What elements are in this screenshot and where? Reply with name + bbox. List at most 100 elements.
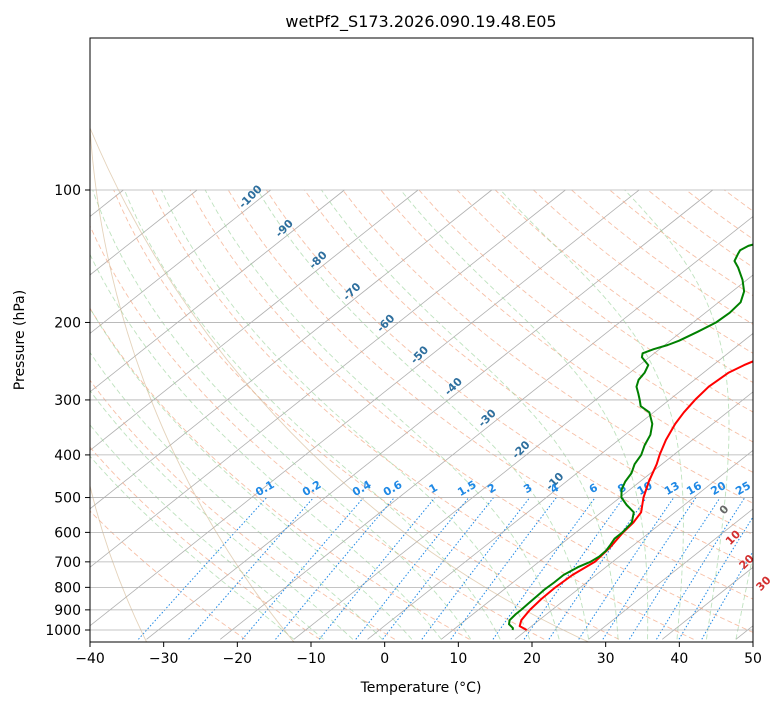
moist-adiabat-line — [161, 189, 531, 640]
mixing-ratio-line — [138, 497, 268, 640]
dry-adiabat-line — [90, 225, 545, 640]
x-tick-label: −20 — [223, 651, 253, 667]
y-tick-label: 400 — [54, 448, 81, 464]
y-tick-label: 700 — [54, 555, 81, 571]
dry-adiabat-label: -30 — [476, 406, 499, 429]
dry-adiabat-line — [90, 446, 321, 640]
y-tick-label: 600 — [54, 525, 81, 541]
dry-adiabat-label: -40 — [442, 375, 465, 398]
mixing-ratio-line — [602, 497, 697, 640]
isotherm-line — [90, 189, 566, 568]
dry-adiabat-line — [685, 189, 753, 240]
isotherm-line — [146, 189, 713, 640]
moist-adiabat-line — [90, 351, 383, 640]
isotherm-line — [735, 625, 753, 640]
equivalent-temperature-label: 30 — [754, 573, 774, 593]
dry-adiabat-line — [90, 307, 470, 640]
x-tick-label: 20 — [523, 651, 541, 667]
moist-adiabat-line — [124, 189, 501, 640]
x-tick-label: −30 — [149, 651, 179, 667]
dry-adiabat-line — [456, 189, 753, 413]
dry-adiabat-line — [342, 189, 753, 504]
mixing-ratio-label: 3 — [521, 481, 534, 496]
dry-adiabat-line — [494, 189, 753, 383]
dry-adiabat-line — [113, 189, 620, 640]
moist-adiabat-line — [204, 189, 560, 640]
sounding-profile-line — [518, 360, 753, 631]
x-tick-label: 30 — [597, 651, 615, 667]
moist-adiabat-line — [90, 389, 354, 640]
dry-adiabat-line — [304, 189, 753, 536]
isotherm-line — [588, 508, 753, 640]
mixing-ratio-line — [678, 516, 753, 640]
sounding-profiles — [508, 243, 753, 631]
moist-adiabat-line — [321, 189, 619, 640]
moist-adiabat-line — [765, 190, 775, 639]
y-tick-label: 1000 — [45, 623, 81, 639]
mixing-ratio-line — [656, 497, 746, 640]
mixing-ratio-label: 2 — [485, 481, 498, 496]
y-tick-label: 900 — [54, 603, 81, 619]
mixing-ratio-line — [421, 497, 531, 640]
mixing-ratio-line — [355, 497, 470, 640]
dry-adiabat-label: -60 — [374, 311, 397, 334]
y-axis-label: Pressure (hPa) — [12, 290, 28, 390]
dry-adiabat-line — [418, 189, 753, 443]
moist-adiabat-line — [90, 307, 413, 640]
isotherm-line — [90, 189, 124, 217]
equivalent-temperature-label: 40 — [773, 593, 775, 613]
moist-adiabat-line — [735, 553, 753, 640]
y-tick-label: 200 — [54, 315, 81, 331]
reference-line-labels: -100-90-80-70-60-50-40-30-20-100.1 0.2 0.4… — [236, 182, 775, 613]
mixing-ratio-label: 16 — [684, 479, 704, 498]
isotherm-line — [0, 190, 50, 639]
mixing-ratio-line — [382, 497, 494, 640]
dry-adiabat-line — [189, 189, 753, 633]
reference-curve — [90, 127, 295, 642]
sounding-profile-line — [508, 243, 753, 631]
moist-adiabat-line — [624, 189, 730, 640]
mixing-ratio-line — [188, 497, 314, 640]
mixing-ratio-label: 13 — [662, 479, 682, 498]
isotherm-line — [90, 189, 345, 393]
isotherm-line — [367, 332, 753, 640]
dry-adiabat-line — [380, 189, 753, 473]
mixing-ratio-line — [492, 497, 596, 640]
dry-adiabat-label: -50 — [408, 343, 431, 366]
dry-adiabat-line — [609, 189, 753, 297]
moist-adiabat-line — [257, 189, 590, 640]
chart-title: wetPf2_S173.2026.090.19.48.E05 — [285, 12, 556, 32]
x-tick-label: −10 — [296, 651, 326, 667]
equivalent-temperature-label: 20 — [737, 552, 757, 572]
pressure-grid — [90, 189, 753, 631]
moist-adiabat-line — [90, 424, 324, 640]
isotherm-line — [90, 189, 492, 510]
dry-adiabat-label: -80 — [306, 248, 329, 271]
dry-adiabat-line — [647, 189, 753, 268]
plot-frame — [89, 37, 754, 643]
x-tick-label: 0 — [380, 651, 389, 667]
isotherm-line — [514, 449, 753, 640]
background-reference-lines — [0, 127, 775, 642]
dry-adiabat-line — [90, 379, 396, 640]
dry-adiabat-line — [266, 189, 753, 568]
y-tick-label: 100 — [54, 183, 81, 199]
mixing-ratio-line — [628, 497, 721, 640]
isotherm-line — [90, 189, 198, 276]
moist-adiabat-line — [90, 455, 295, 640]
mixing-ratio-label: 6 — [587, 481, 600, 496]
dry-adiabat-line — [151, 189, 694, 640]
dry-adiabat-line — [227, 189, 753, 600]
y-tick-label: 500 — [54, 491, 81, 507]
dry-adiabat-label: -100 — [236, 182, 265, 211]
mixing-ratio-label: 0.4 — [350, 478, 374, 499]
reference-curve — [90, 127, 589, 642]
dry-adiabat-label: -70 — [340, 280, 363, 303]
isotherm-line — [219, 215, 753, 640]
moist-adiabat-line — [400, 189, 649, 640]
isotherm-line — [441, 391, 753, 640]
y-tick-label: 300 — [54, 393, 81, 409]
mixing-ratio-line — [241, 497, 364, 640]
dry-adiabat-label: -90 — [273, 217, 296, 240]
